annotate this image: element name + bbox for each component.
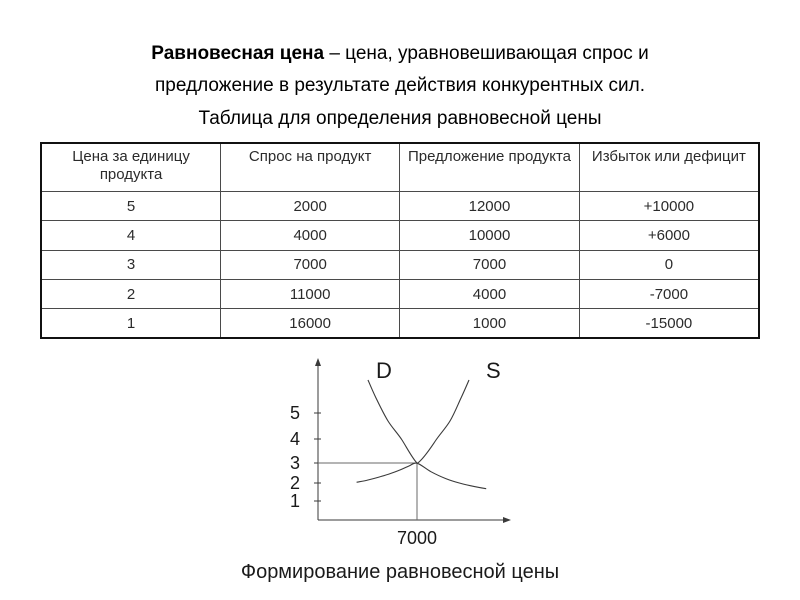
svg-text:D: D	[376, 358, 392, 383]
svg-text:Формирование равновесной цены: Формирование равновесной цены	[241, 561, 559, 583]
svg-text:S: S	[486, 358, 501, 383]
svg-text:1: 1	[290, 491, 300, 511]
svg-text:3: 3	[290, 453, 300, 473]
svg-text:7000: 7000	[397, 528, 437, 548]
svg-text:5: 5	[290, 403, 300, 423]
svg-text:2: 2	[290, 473, 300, 493]
svg-text:4: 4	[290, 429, 300, 449]
